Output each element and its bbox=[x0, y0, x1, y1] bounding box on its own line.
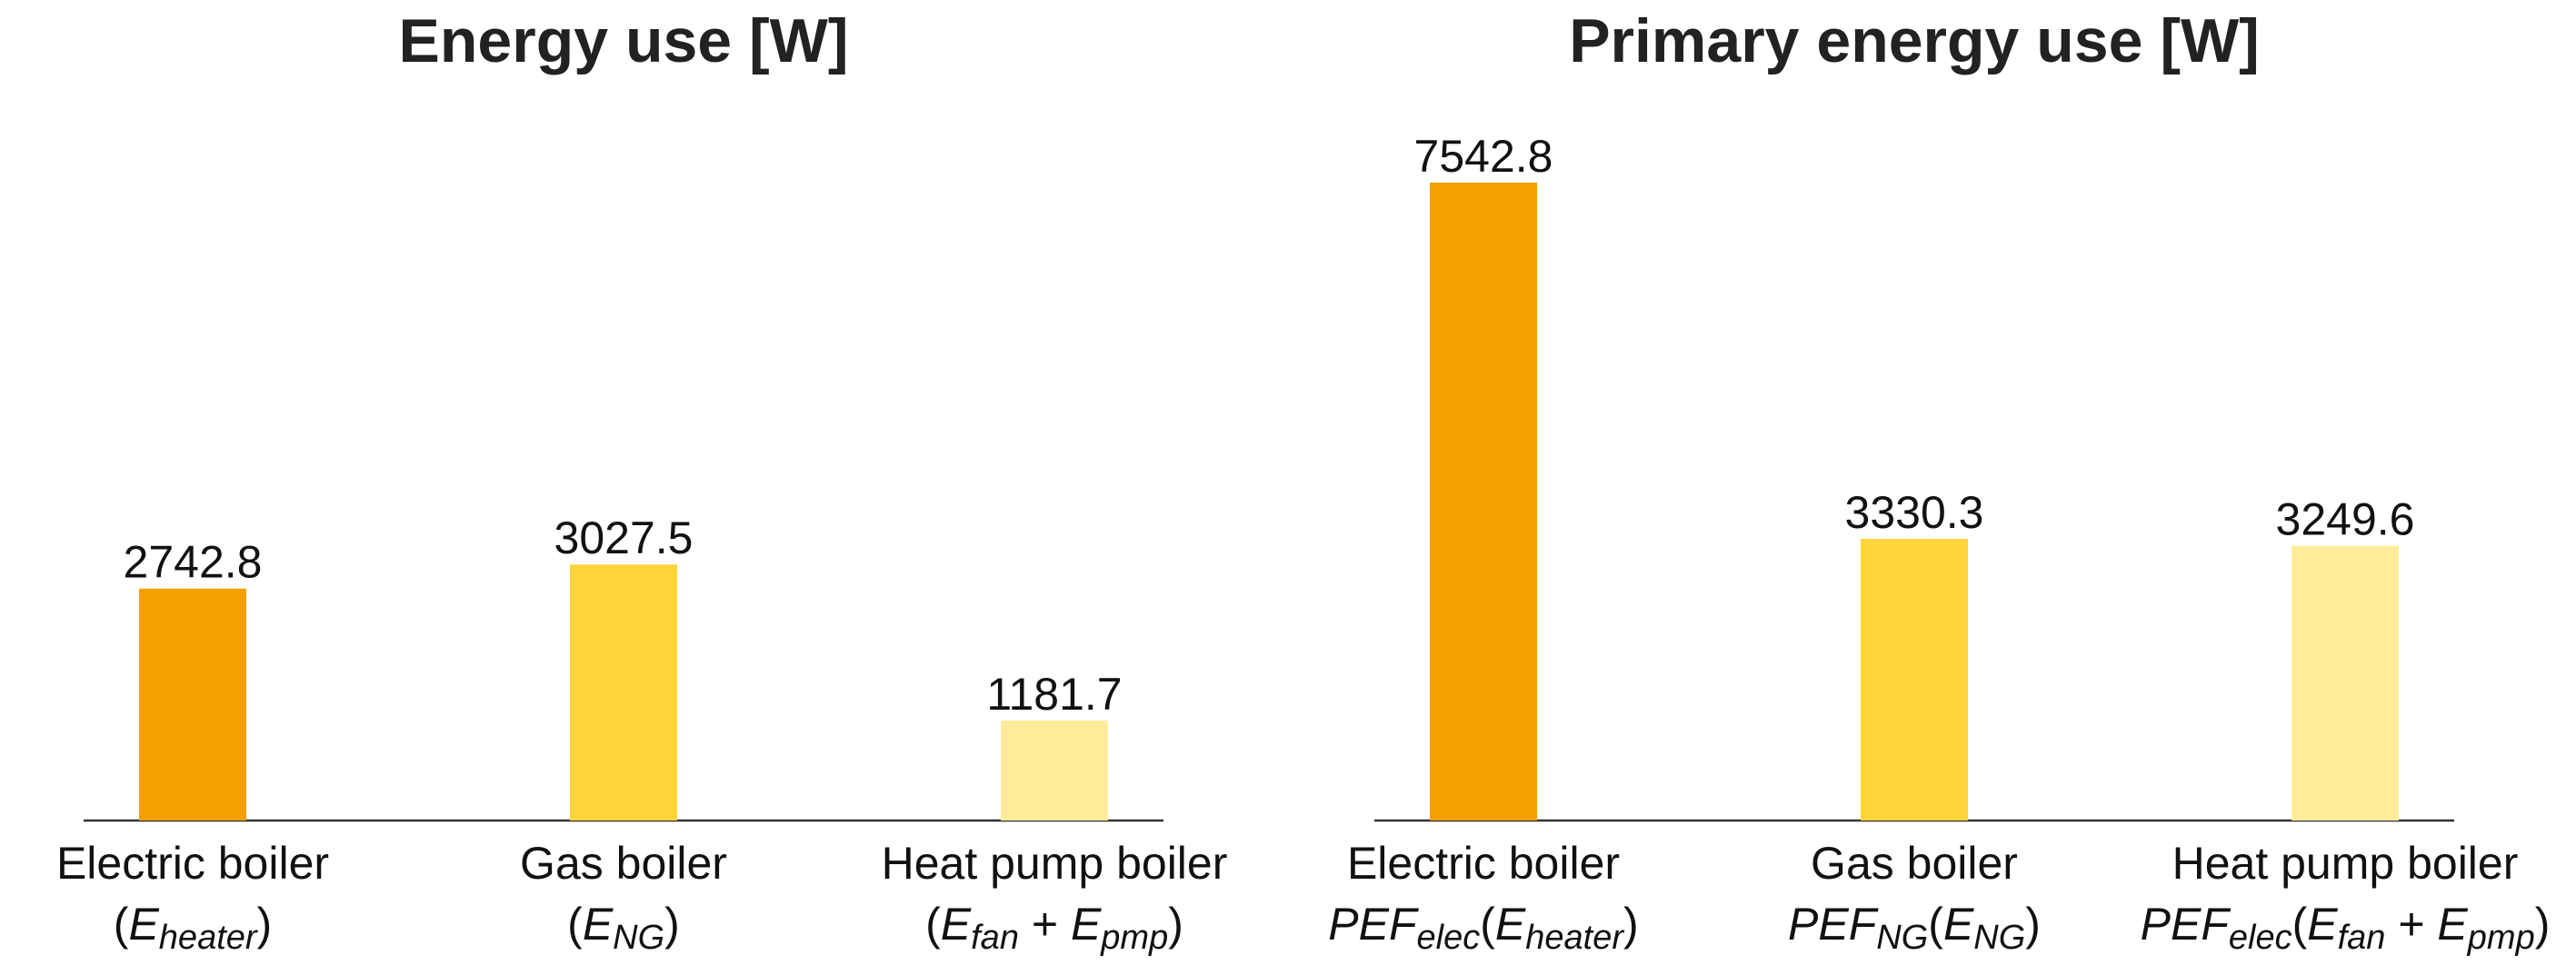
category-formula: PEFNG(ENG) bbox=[1788, 899, 2041, 957]
category-formula: PEFelec(Eheater) bbox=[1328, 899, 1638, 957]
data-label: 3249.6 bbox=[2276, 494, 2415, 545]
category-formula: (ENG) bbox=[567, 899, 680, 957]
energy-use-chart: Energy use [W] 2742.8 Electric boiler (Ehe… bbox=[56, 6, 1227, 957]
data-label: 3027.5 bbox=[554, 512, 694, 563]
chart-title: Primary energy use [W] bbox=[1569, 6, 2260, 75]
bar-electric-boiler bbox=[139, 588, 246, 821]
bar-gas-boiler bbox=[1861, 539, 1968, 821]
category-formula: PEFelec(Efan + Epmp) bbox=[2141, 899, 2551, 957]
primary-energy-use-chart: Primary energy use [W] 7542.8 Electric bo… bbox=[1328, 6, 2550, 957]
category-label: Gas boiler bbox=[520, 838, 727, 889]
category-label: Heat pump boiler bbox=[882, 838, 1228, 889]
category-label: Heat pump boiler bbox=[2172, 838, 2519, 889]
bar-heat-pump-boiler bbox=[2291, 545, 2399, 821]
chart-title: Energy use [W] bbox=[399, 6, 849, 75]
data-label: 3330.3 bbox=[1845, 487, 1984, 538]
bar-electric-boiler bbox=[1430, 183, 1537, 821]
data-label: 7542.8 bbox=[1414, 131, 1553, 182]
bar-gas-boiler bbox=[570, 564, 677, 821]
category-label: Electric boiler bbox=[56, 838, 329, 889]
category-formula: (Eheater) bbox=[114, 899, 272, 957]
data-label: 2742.8 bbox=[124, 537, 263, 588]
category-formula: (Efan + Epmp) bbox=[925, 899, 1183, 957]
category-label: Gas boiler bbox=[1811, 838, 2018, 889]
category-label: Electric boiler bbox=[1347, 838, 1620, 889]
data-label: 1181.7 bbox=[986, 669, 1122, 720]
bar-heat-pump-boiler bbox=[1001, 721, 1108, 821]
